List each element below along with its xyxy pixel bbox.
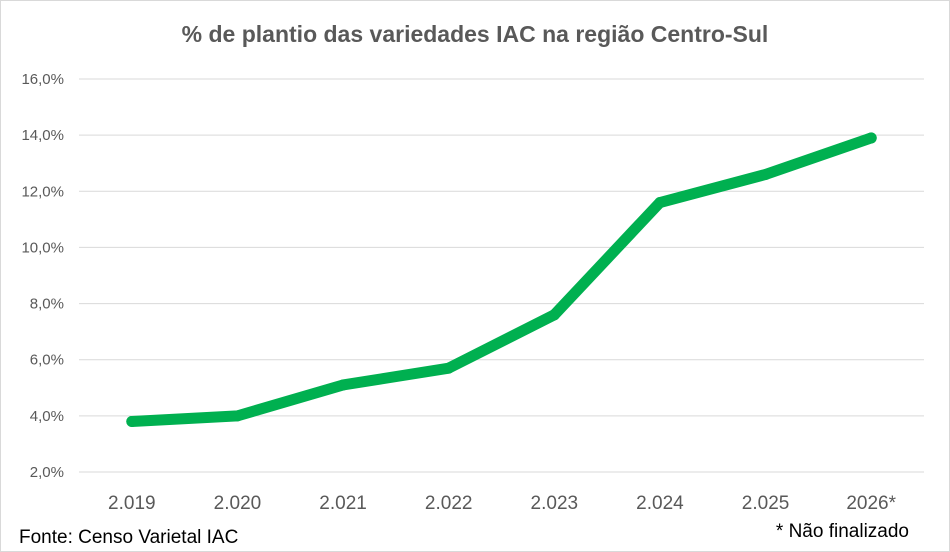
series-line [126, 132, 877, 427]
y-tick-label: 16,0% [21, 71, 64, 88]
x-tick-label: 2.019 [108, 493, 156, 514]
chart-title: % de plantio das variedades IAC na regiã… [181, 21, 769, 47]
y-tick-label: 12,0% [21, 183, 64, 200]
data-point [865, 132, 877, 144]
unfinished-note: * Não finalizado [775, 521, 909, 542]
y-tick-label: 4,0% [30, 408, 64, 425]
source-note: Fonte: Censo Varietal IAC [19, 527, 239, 548]
data-point [231, 410, 243, 422]
data-point [337, 379, 349, 391]
y-tick-label: 10,0% [21, 239, 64, 256]
y-tick-label: 14,0% [21, 127, 64, 144]
x-tick-label: 2.021 [319, 493, 367, 514]
data-point [760, 168, 772, 180]
x-tick-label: 2.025 [742, 493, 790, 514]
data-point [548, 309, 560, 321]
x-tick-label: 2.023 [531, 493, 579, 514]
y-tick-label: 8,0% [30, 296, 64, 313]
y-tick-label: 6,0% [30, 352, 64, 369]
data-point [654, 197, 666, 209]
x-tick-label: 2.022 [425, 493, 473, 514]
x-tick-label: 2.020 [214, 493, 262, 514]
data-point [443, 362, 455, 374]
y-tick-label: 2,0% [30, 464, 64, 481]
x-tick-label: 2026* [846, 493, 896, 514]
data-point [126, 415, 138, 427]
x-tick-label: 2.024 [636, 493, 684, 514]
